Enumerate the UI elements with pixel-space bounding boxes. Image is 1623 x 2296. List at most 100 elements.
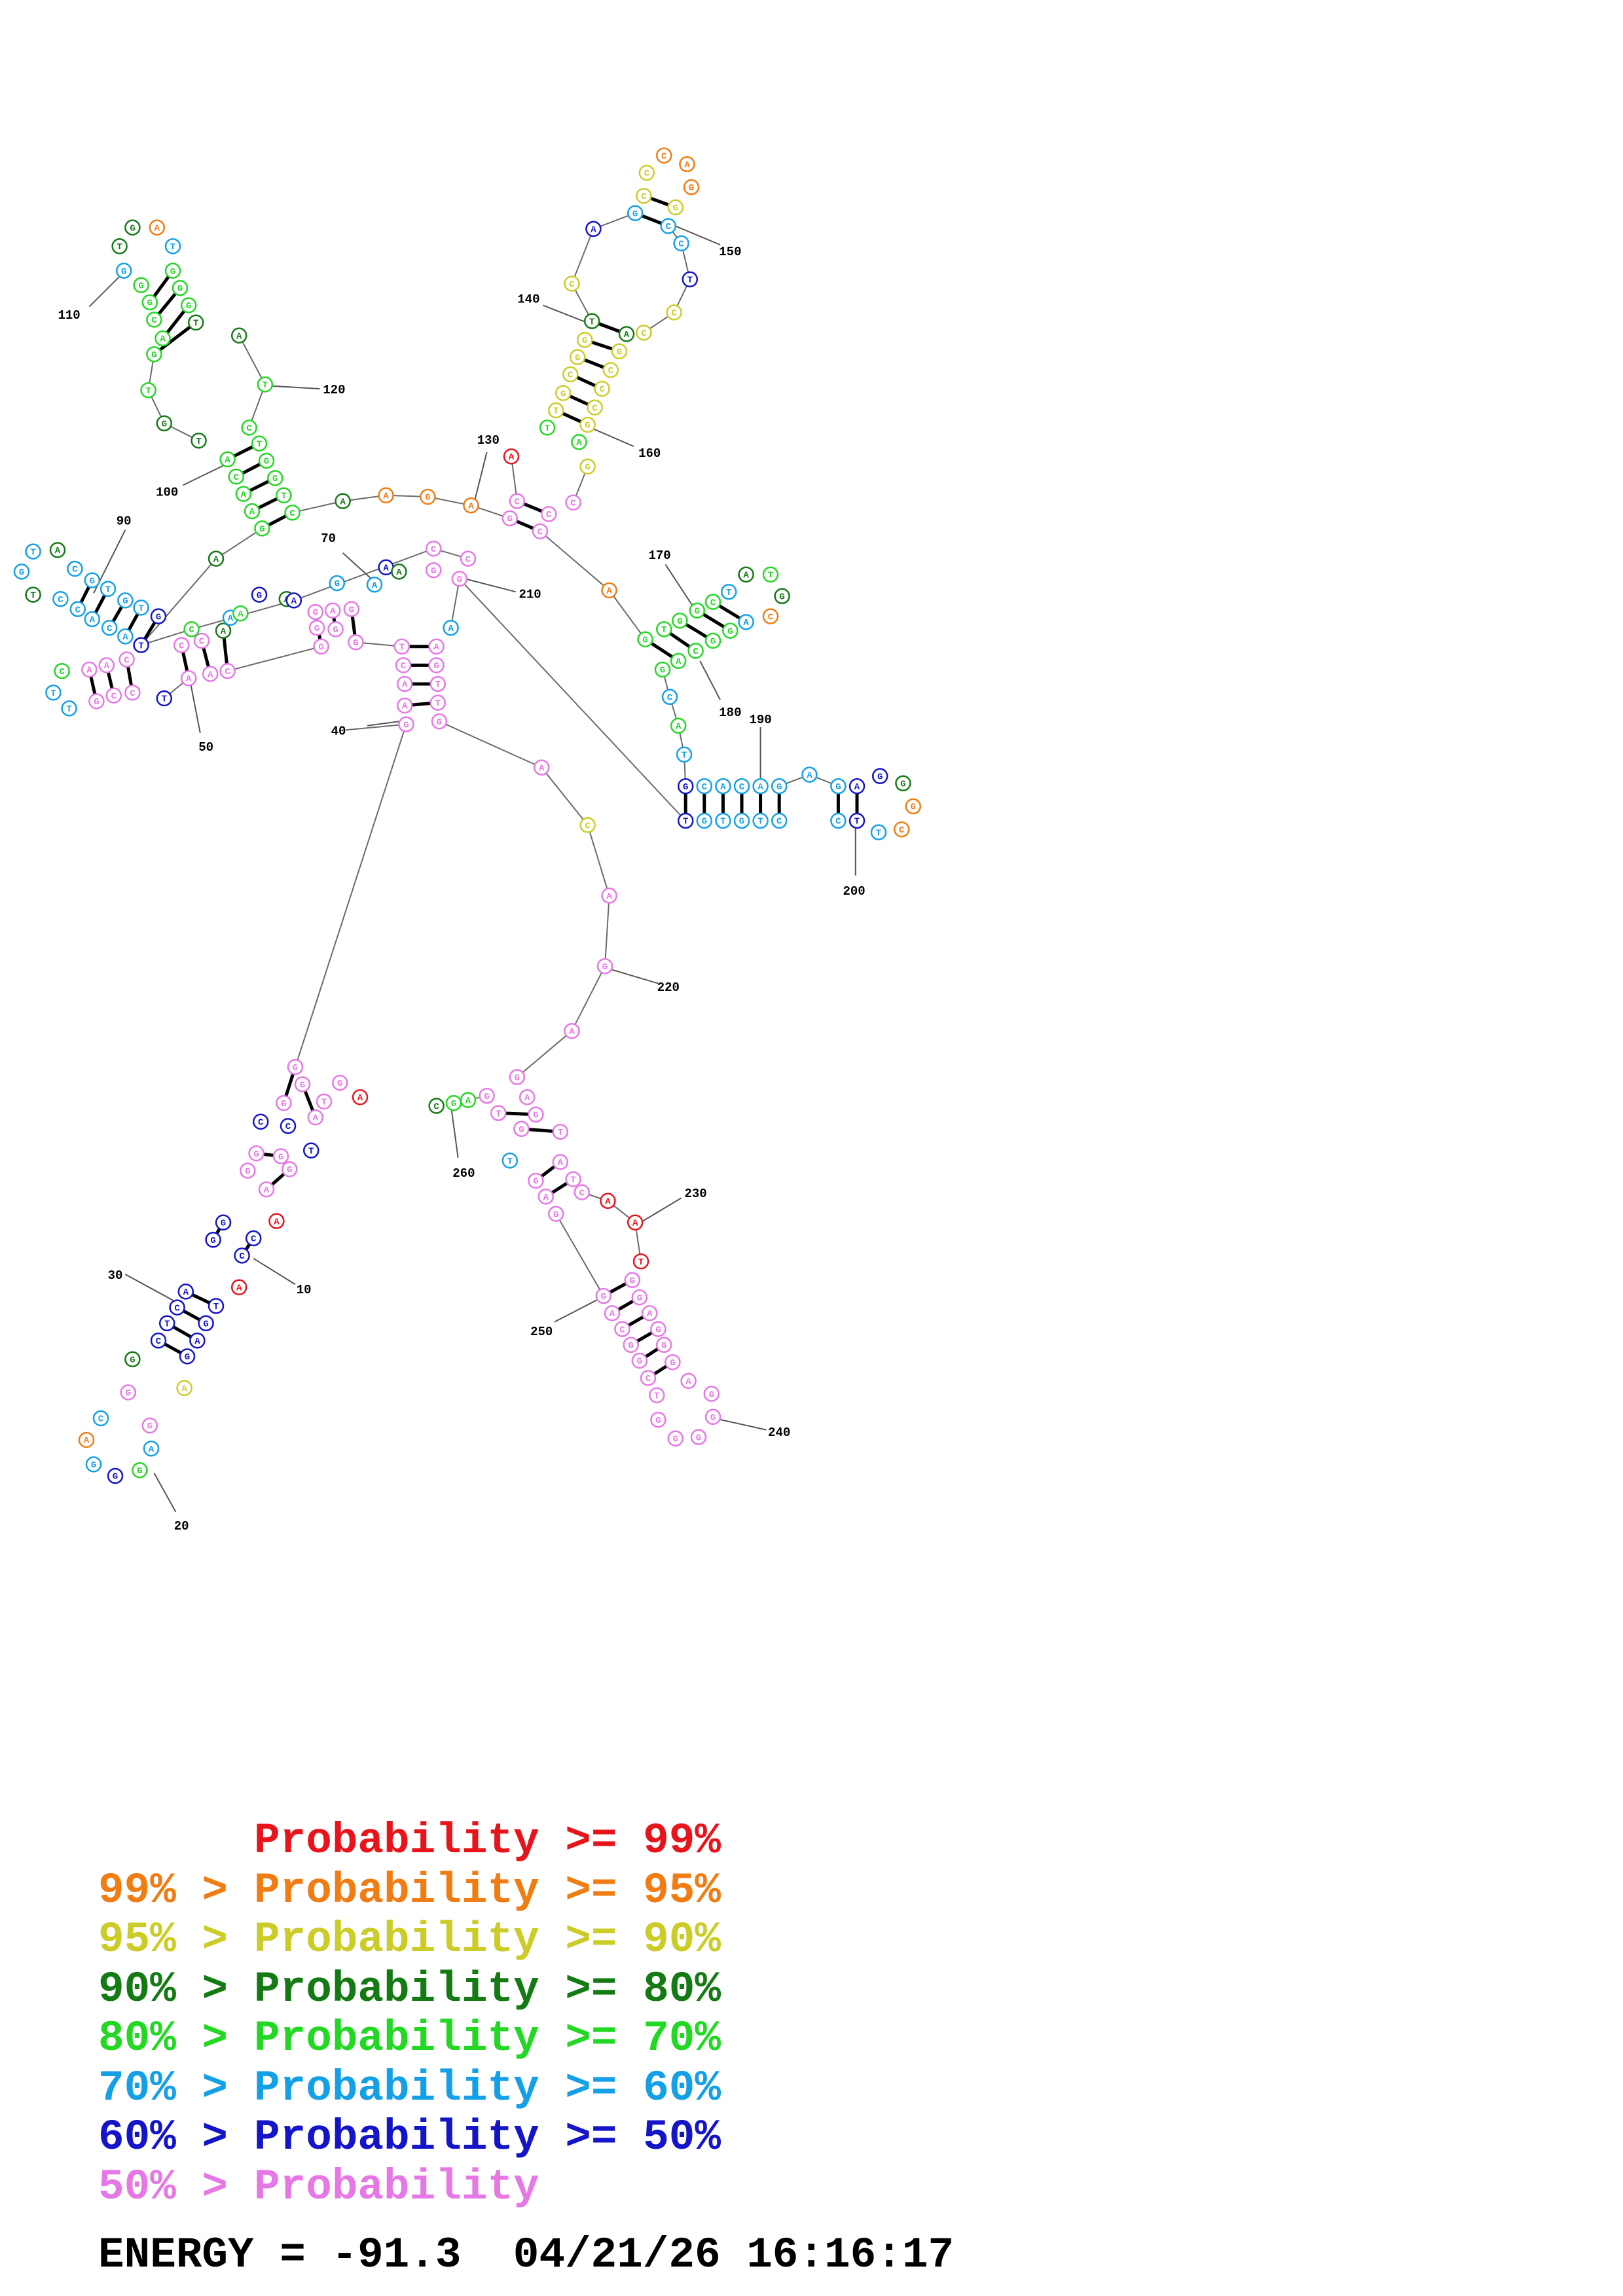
nucleotide-letter: A <box>104 661 110 672</box>
position-tick-lines <box>88 225 856 1513</box>
nucleotide: T <box>276 487 292 504</box>
nucleotide: G <box>124 219 141 236</box>
nucleotide: G <box>667 1430 684 1447</box>
nucleotide-circle <box>848 778 866 795</box>
nucleotide: T <box>552 1123 569 1140</box>
nucleotide-circle <box>704 1408 721 1426</box>
nucleotide-letter: T <box>435 698 441 709</box>
nucleotide: C <box>893 821 910 838</box>
nucleotide-circle <box>13 564 30 580</box>
nucleotide-circle <box>208 550 225 567</box>
nucleotide-letter: T <box>308 1147 314 1157</box>
nucleotide-circle <box>640 1370 657 1386</box>
nucleotide-letter: T <box>263 380 268 391</box>
nucleotide-circle <box>191 432 207 449</box>
nucleotide: G <box>331 1075 348 1091</box>
nucleotide-circle <box>848 812 866 829</box>
nucleotide: C <box>428 1098 445 1114</box>
nucleotide-circle <box>650 1321 666 1337</box>
nucleotide-circle <box>533 759 550 776</box>
nucleotide-letter: A <box>291 596 297 607</box>
nucleotide-circle <box>715 812 731 829</box>
legend-prefix: 50% > <box>98 2162 228 2212</box>
nucleotide-circle <box>324 602 341 619</box>
nucleotide: A <box>848 778 866 795</box>
nucleotide-letter: C <box>702 782 708 793</box>
nucleotide-circle <box>490 1105 507 1121</box>
nucleotide: C <box>509 493 526 509</box>
nucleotide-circle <box>155 330 171 347</box>
nucleotide-circle <box>124 219 141 236</box>
position-label: 250 <box>530 1325 553 1339</box>
legend-threshold: 90% <box>643 1915 721 1964</box>
nucleotide-circle <box>140 382 156 399</box>
position-tick <box>543 304 591 325</box>
legend-label: Probability <box>254 2014 539 2063</box>
nucleotide-letter: A <box>468 501 474 512</box>
backbone-line <box>227 645 321 672</box>
nucleotide-letter: C <box>431 545 437 555</box>
nucleotide-letter: G <box>333 625 338 636</box>
nucleotide: C <box>124 684 141 701</box>
nucleotide-letter: G <box>259 524 264 535</box>
nucleotide: A <box>258 1181 275 1198</box>
nucleotide-letter: G <box>281 1099 286 1109</box>
nucleotide-letter: T <box>768 571 773 581</box>
nucleotide-circle <box>689 602 706 619</box>
nucleotide: T <box>111 238 128 255</box>
nucleotide-letter: T <box>854 817 860 827</box>
nucleotide: T <box>25 586 41 603</box>
nucleotide: A <box>396 675 413 692</box>
nucleotide: G <box>637 631 653 648</box>
nucleotide: A <box>396 697 413 714</box>
nucleotide: A <box>143 1440 160 1457</box>
nucleotide: T <box>677 812 694 829</box>
nucleotide-circle <box>245 1230 262 1247</box>
nucleotide-circle <box>445 1094 462 1111</box>
nucleotide-letter: G <box>835 782 841 793</box>
position-label: 90 <box>117 514 132 528</box>
nucleotide: C <box>395 657 412 673</box>
nucleotide-circle <box>78 1431 95 1448</box>
nucleotide-letter: G <box>628 1341 633 1352</box>
nucleotide-circle <box>119 651 135 668</box>
nucleotide: C <box>245 1230 262 1247</box>
nucleotide: G <box>704 632 721 649</box>
nucleotide-circle <box>513 1121 530 1138</box>
nucleotide: C <box>830 812 847 829</box>
nucleotide: T <box>191 432 207 449</box>
nucleotide-letter: A <box>186 674 192 685</box>
legend-threshold: 50% <box>643 2113 721 2162</box>
nucleotide-letter: T <box>683 817 688 827</box>
nucleotide-circle <box>150 608 167 624</box>
nucleotide-letter: G <box>710 1413 716 1424</box>
nucleotide-letter: G <box>673 204 678 214</box>
nucleotide-circle <box>67 560 83 577</box>
nucleotide: A <box>533 759 550 776</box>
nucleotide-circle <box>172 279 189 296</box>
nucleotide-letter: G <box>560 389 566 399</box>
nucleotide-circle <box>193 632 210 649</box>
nucleotide: A <box>463 497 479 514</box>
nucleotide: G <box>555 385 572 401</box>
nucleotide-letter: G <box>147 1422 153 1432</box>
nucleotide-letter: G <box>457 575 462 585</box>
nucleotide: G <box>576 331 593 348</box>
nucleotide: C <box>460 550 477 567</box>
nucleotide: G <box>611 343 628 360</box>
nucleotide-circle <box>569 349 586 365</box>
backbone-line <box>571 228 594 284</box>
nucleotide-letter: A <box>155 223 160 234</box>
nucleotide-letter: A <box>357 1093 363 1103</box>
nucleotide: C <box>704 594 721 610</box>
nucleotide: A <box>564 1022 580 1039</box>
nucleotide-letter: T <box>726 588 731 598</box>
nucleotide: G <box>88 693 105 709</box>
nucleotide-circle <box>738 614 754 630</box>
nucleotide-letter: C <box>667 693 673 704</box>
nucleotide-circle <box>117 592 134 609</box>
position-tick <box>342 552 375 583</box>
nucleotide: G <box>254 520 270 537</box>
nucleotide-letter: G <box>660 666 665 676</box>
nucleotide-letter: A <box>807 770 812 781</box>
